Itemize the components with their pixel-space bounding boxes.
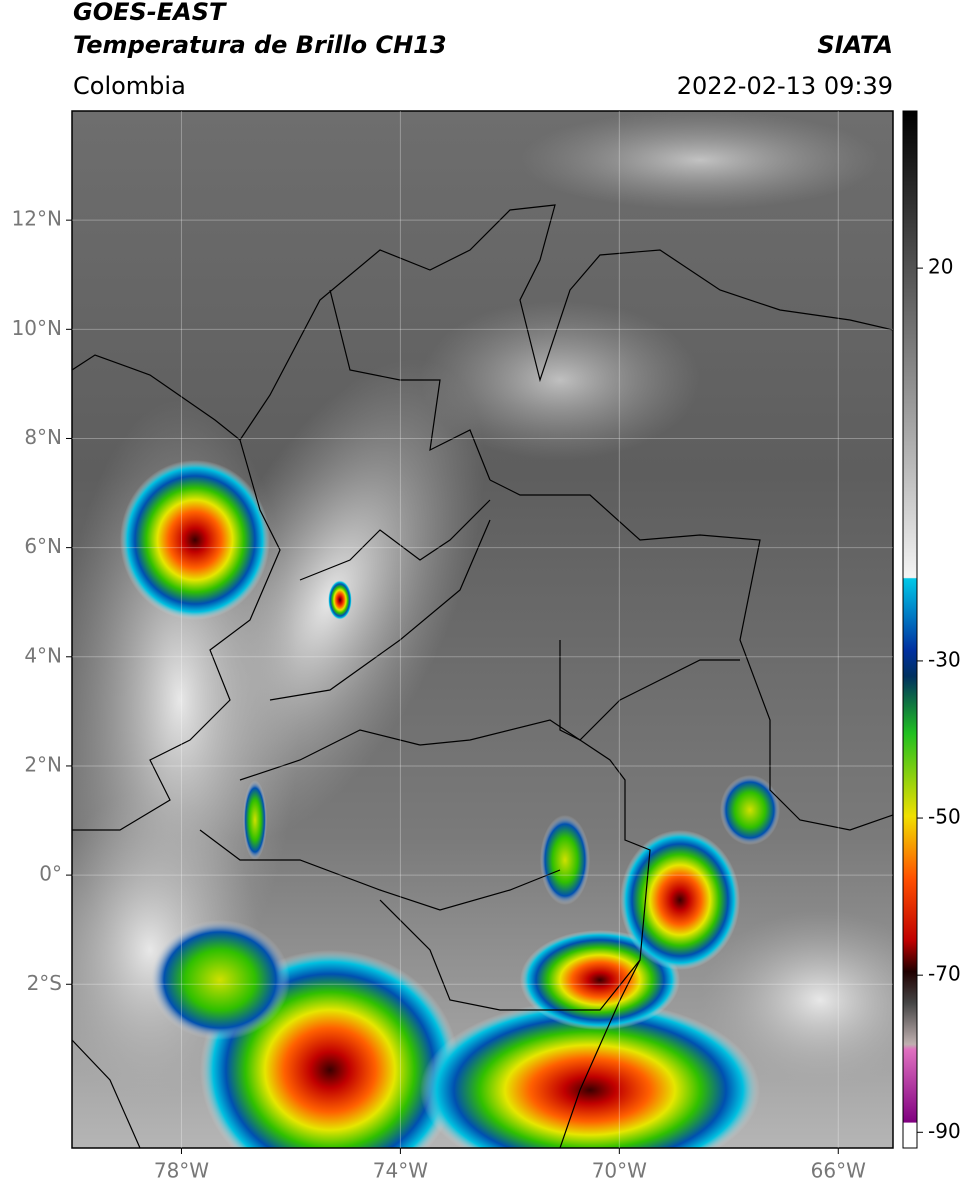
- satellite-image: [72, 111, 893, 1148]
- x-tick-label: 78°W: [154, 1159, 209, 1183]
- colorbar-label: -30: [928, 647, 961, 671]
- colorbar-label: 20: [928, 255, 953, 279]
- y-tick-label: 2°S: [27, 971, 62, 995]
- y-tick-label: 12°N: [12, 207, 62, 231]
- x-tick-label: 70°W: [592, 1159, 647, 1183]
- colorbar-label: -90: [928, 1119, 961, 1143]
- y-tick-label: 8°N: [24, 425, 62, 449]
- x-tick-label: 74°W: [373, 1159, 428, 1183]
- colorbar-label: -70: [928, 962, 961, 986]
- y-tick-label: 4°N: [24, 643, 62, 667]
- subtitle: Temperatura de Brillo CH13: [73, 31, 447, 59]
- y-tick-label: 6°N: [24, 534, 62, 558]
- y-tick-label: 2°N: [24, 752, 62, 776]
- y-tick-label: 10°N: [12, 316, 62, 340]
- datetime: 2022-02-13 09:39: [677, 72, 893, 100]
- region: Colombia: [73, 72, 186, 100]
- colorbar-label: -50: [928, 805, 961, 829]
- colorbar: [902, 110, 918, 1149]
- title: GOES-EAST: [73, 0, 227, 26]
- y-tick-label: 0°: [39, 862, 62, 886]
- source: SIATA: [817, 31, 893, 59]
- x-tick-label: 66°W: [811, 1159, 866, 1183]
- map-frame: [71, 110, 894, 1149]
